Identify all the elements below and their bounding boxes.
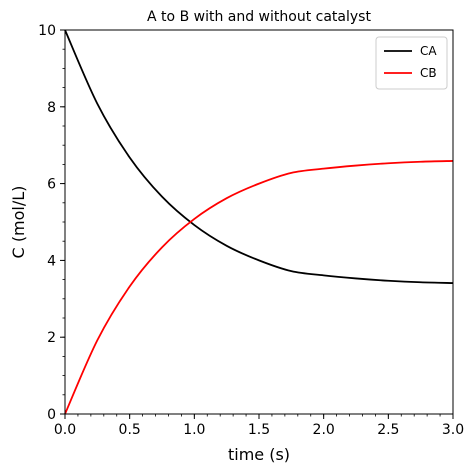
y-tick-label: 0	[47, 407, 56, 423]
legend-box	[375, 36, 448, 90]
plot-area	[64, 29, 454, 415]
legend-label-ca: CA	[420, 44, 437, 58]
x-tick-label: 2.0	[313, 422, 335, 438]
series-line-ca	[64, 29, 454, 284]
x-tick-label: 0.5	[119, 422, 141, 438]
y-tick-label: 10	[38, 23, 56, 39]
y-tick-label: 6	[47, 177, 56, 193]
x-tick-label: 0.0	[54, 422, 76, 438]
y-axis-label: C (mol/L)	[9, 186, 28, 259]
x-tick-label: 3.0	[442, 422, 464, 438]
legend: CA CB	[375, 36, 448, 90]
x-tick-label: 1.0	[183, 422, 205, 438]
y-tick-label: 8	[47, 100, 56, 116]
axes: 0.0 0.5 1.0 1.5 2.0 2.5 3.0 0 2 4 6 8 10	[38, 23, 464, 438]
legend-label-cb: CB	[420, 66, 437, 80]
y-tick-label: 2	[47, 330, 56, 346]
x-tick-label: 2.5	[377, 422, 399, 438]
x-axis-label: time (s)	[228, 445, 290, 464]
chart-title: A to B with and without catalyst	[147, 9, 371, 25]
y-tick-label: 4	[47, 253, 56, 269]
x-tick-label: 1.5	[248, 422, 270, 438]
series-line-cb	[64, 160, 454, 415]
